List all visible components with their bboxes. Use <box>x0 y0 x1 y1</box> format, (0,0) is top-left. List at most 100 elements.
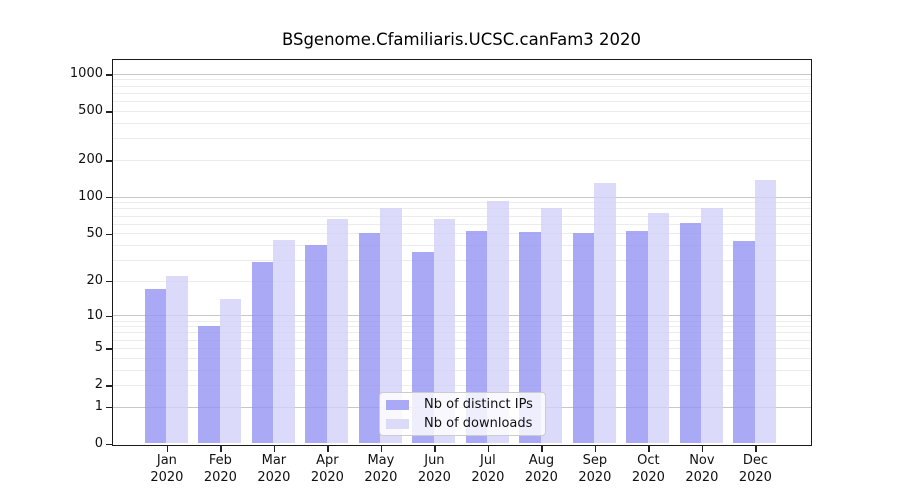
gridline-minor <box>112 101 811 103</box>
gridline-minor <box>112 332 811 334</box>
y-axis-tick-label: 1 <box>94 399 103 415</box>
bar-distinct-ips <box>358 233 381 444</box>
x-axis-tick <box>434 445 436 453</box>
x-axis-tick-label: Jan 2020 <box>150 453 184 485</box>
x-axis-tick <box>220 445 222 453</box>
y-axis-tick-label: 5 <box>94 340 103 356</box>
x-axis-tick <box>487 445 490 453</box>
gridline-minor <box>112 244 811 246</box>
gridline-minor <box>112 339 811 341</box>
x-axis-tick-label: Mar 2020 <box>257 453 291 485</box>
bar-downloads <box>487 200 509 444</box>
chart-title: BSgenome.Cfamiliaris.UCSC.canFam3 2020 <box>281 30 642 49</box>
y-axis-tick-label: 200 <box>78 152 103 168</box>
x-axis-tick <box>327 445 329 453</box>
bar-downloads <box>326 218 349 444</box>
x-axis-tick-label: May 2020 <box>364 453 398 485</box>
gridline-minor <box>112 159 811 161</box>
gridline-minor <box>112 347 811 349</box>
y-axis-tick <box>106 315 113 318</box>
x-axis-tick-label: Feb 2020 <box>203 453 237 485</box>
y-axis-tick <box>106 74 113 76</box>
y-axis-tick <box>106 444 113 446</box>
x-axis-tick-label: Aug 2020 <box>524 453 558 485</box>
y-axis-tick <box>106 385 113 387</box>
x-axis-tick-label: Apr 2020 <box>310 453 344 485</box>
gridline-minor <box>112 215 811 217</box>
legend-label-distinct-ips: Nb of distinct IPs <box>424 397 533 412</box>
bar-distinct-ips <box>733 241 755 444</box>
y-axis-tick <box>106 197 113 199</box>
y-axis-tick-label: 1000 <box>69 66 103 82</box>
x-axis-tick <box>380 445 383 453</box>
gridline-minor <box>112 384 811 386</box>
x-axis-tick-label: Oct 2020 <box>631 453 665 485</box>
legend-swatch-downloads <box>386 418 409 429</box>
y-axis-tick-label: 10 <box>86 307 103 323</box>
legend-swatch-distinct-ips <box>386 399 409 410</box>
bar-distinct-ips <box>251 261 274 444</box>
gridline-minor <box>112 208 811 210</box>
bar-downloads <box>219 298 242 444</box>
y-axis-tick-label: 100 <box>78 189 103 205</box>
y-axis-tick <box>106 348 113 350</box>
x-axis-tick <box>755 445 757 453</box>
y-axis-tick-label: 20 <box>86 273 103 289</box>
bar-downloads <box>647 213 670 444</box>
bar-distinct-ips <box>465 231 488 444</box>
bar-downloads <box>754 179 777 444</box>
bar-downloads <box>380 208 402 444</box>
gridline-minor <box>112 280 811 282</box>
y-axis-tick <box>106 233 113 235</box>
gridline-minor <box>112 233 811 235</box>
legend: Nb of distinct IPs Nb of downloads <box>379 392 546 436</box>
x-axis-tick-label: Jul 2020 <box>471 453 505 485</box>
gridline-minor <box>112 110 811 112</box>
y-axis-tick <box>106 160 113 162</box>
x-axis-tick-label: Dec 2020 <box>738 453 772 485</box>
x-axis-tick <box>166 445 169 453</box>
gridline-minor <box>112 85 811 87</box>
x-axis-tick-label: Nov 2020 <box>685 453 719 485</box>
y-axis-tick <box>106 281 113 283</box>
y-axis-tick-label: 50 <box>86 225 103 241</box>
gridline-minor <box>112 79 811 81</box>
bar-downloads <box>273 239 295 444</box>
legend-entry-downloads: Nb of downloads <box>386 416 539 431</box>
bar-downloads <box>701 208 723 444</box>
x-axis-tick-label: Sep 2020 <box>578 453 612 485</box>
bar-distinct-ips <box>679 222 702 444</box>
bar-downloads <box>540 208 563 444</box>
gridline-minor <box>112 122 811 124</box>
x-axis-tick <box>541 445 543 453</box>
x-axis-tick <box>594 445 597 453</box>
y-axis-tick-label: 0 <box>94 436 103 452</box>
bar-distinct-ips <box>305 244 327 444</box>
x-axis-tick <box>701 445 704 453</box>
bar-distinct-ips <box>519 232 541 444</box>
bar-downloads <box>166 275 188 444</box>
gridline-major <box>112 196 811 198</box>
y-axis-tick-label: 500 <box>78 103 103 119</box>
gridline-major <box>112 73 811 75</box>
gridline-minor <box>112 326 811 328</box>
x-axis-tick <box>273 445 276 453</box>
x-axis-tick <box>648 445 650 453</box>
bar-distinct-ips <box>198 326 220 444</box>
plot-area <box>111 58 812 446</box>
gridline-minor <box>112 369 811 371</box>
y-axis-tick-label: 2 <box>94 377 103 393</box>
bar-distinct-ips <box>626 231 648 444</box>
bar-distinct-ips <box>572 233 595 444</box>
y-axis-tick <box>106 407 113 409</box>
gridline-minor <box>112 92 811 94</box>
gridline-minor <box>112 223 811 225</box>
legend-label-downloads: Nb of downloads <box>424 416 533 431</box>
gridline-major <box>112 315 811 317</box>
gridline-minor <box>112 320 811 322</box>
legend-entry-distinct-ips: Nb of distinct IPs <box>386 397 539 412</box>
y-axis-tick <box>106 111 113 113</box>
gridline-minor <box>112 138 811 140</box>
bar-downloads <box>433 219 456 444</box>
